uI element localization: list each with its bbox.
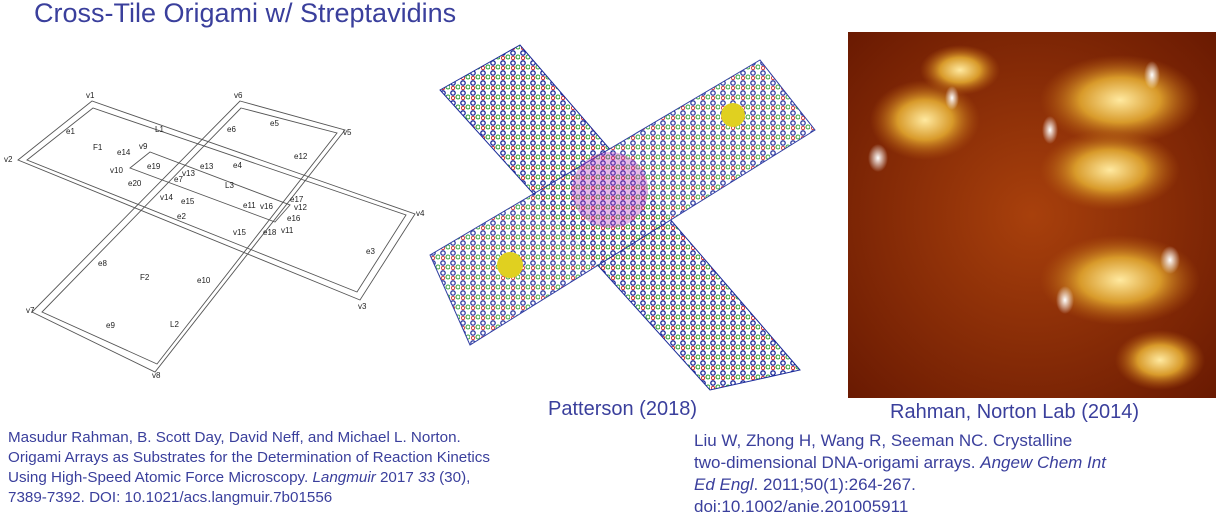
diagram-label: e4 xyxy=(233,161,242,170)
diagram-label: e2 xyxy=(177,212,186,221)
diagram-label: L3 xyxy=(225,181,234,190)
diagram-label: v4 xyxy=(416,209,425,218)
diagram-label: e20 xyxy=(128,179,142,188)
diagram-label: v10 xyxy=(110,166,123,175)
diagram-label: e10 xyxy=(197,276,211,285)
caption: Rahman, Norton Lab (2014) xyxy=(890,401,1140,423)
ref-text: Masudur Rahman, B. Scott Day, David Neff… xyxy=(8,429,461,446)
diagram-label: e11 xyxy=(243,201,256,210)
diagram-label: v7 xyxy=(26,306,35,315)
diagram-label: e19 xyxy=(147,162,161,171)
graph-diagram xyxy=(17,100,416,373)
ref-text: (30), xyxy=(434,469,471,486)
diagram-label: v6 xyxy=(234,91,243,100)
diagram-label: e16 xyxy=(287,214,301,223)
diagram-label: v2 xyxy=(4,155,13,164)
reference: Liu W, Zhong H, Wang R, Seeman NC. Cryst… xyxy=(694,430,1106,518)
diagram-label: e14 xyxy=(117,148,131,157)
diagram-label: e3 xyxy=(366,247,375,256)
diagram-label: v1 xyxy=(86,91,95,100)
ref-text: two-dimensional DNA-origami arrays. xyxy=(694,453,981,472)
figures: v1 v6 v5 v2 v4 v3 v7 v8 v9 v10 v13 v14 v12 v16 v11 v15 e… xyxy=(4,32,1216,398)
diagram-label: v8 xyxy=(152,371,161,380)
diagram-label: F1 xyxy=(93,143,103,152)
diagram-label: v12 xyxy=(294,203,307,212)
diagram-label: F2 xyxy=(140,273,150,282)
slide-title: Cross-Tile Origami w/ Streptavidins xyxy=(34,0,457,28)
diagram-label: e9 xyxy=(106,321,115,330)
diagram-label: v3 xyxy=(358,302,367,311)
ref-journal: Angew Chem Int xyxy=(980,453,1106,472)
reference: Masudur Rahman, B. Scott Day, David Neff… xyxy=(8,428,490,508)
diagram-label: e6 xyxy=(227,125,236,134)
diagram-label: v15 xyxy=(233,228,246,237)
diagram-label: v13 xyxy=(182,169,195,178)
diagram-label: L2 xyxy=(170,320,179,329)
diagram-label: v16 xyxy=(260,202,273,211)
diagram-label: v11 xyxy=(281,226,294,235)
diagram-label: e18 xyxy=(263,228,277,237)
ref-text: Liu W, Zhong H, Wang R, Seeman NC. Cryst… xyxy=(694,431,1073,450)
ref-text: Origami Arrays as Substrates for the Det… xyxy=(8,449,490,466)
afm-image xyxy=(848,32,1216,398)
ref-journal: Langmuir xyxy=(312,469,376,486)
dna-origami xyxy=(429,44,816,391)
diagram-label: e5 xyxy=(270,119,279,128)
diagram-label: e13 xyxy=(200,162,214,171)
ref-text: Using High-Speed Atomic Force Microscopy… xyxy=(8,469,313,486)
diagram-label: e15 xyxy=(181,197,195,206)
diagram-label: e8 xyxy=(98,259,107,268)
diagram-label: L1 xyxy=(155,125,164,134)
diagram-label: e17 xyxy=(290,195,304,204)
diagram-label: v9 xyxy=(139,142,148,151)
ref-text: doi:10.1002/anie.201005911 xyxy=(694,497,909,516)
ref-volume: 33 xyxy=(418,469,435,486)
diagram-label: v5 xyxy=(343,128,352,137)
ref-text: 7389-7392. DOI: 10.1021/acs.langmuir.7b0… xyxy=(8,489,333,506)
diagram-label: e7 xyxy=(174,175,183,184)
diagram-label: v14 xyxy=(160,193,173,202)
diagram-label: e12 xyxy=(294,152,308,161)
ref-journal: Ed Engl xyxy=(694,475,754,494)
diagram-label: e1 xyxy=(66,127,75,136)
caption: Patterson (2018) xyxy=(548,398,697,420)
ref-text: . 2011;50(1):264-267. xyxy=(753,475,916,494)
ref-text: 2017 xyxy=(375,469,418,486)
